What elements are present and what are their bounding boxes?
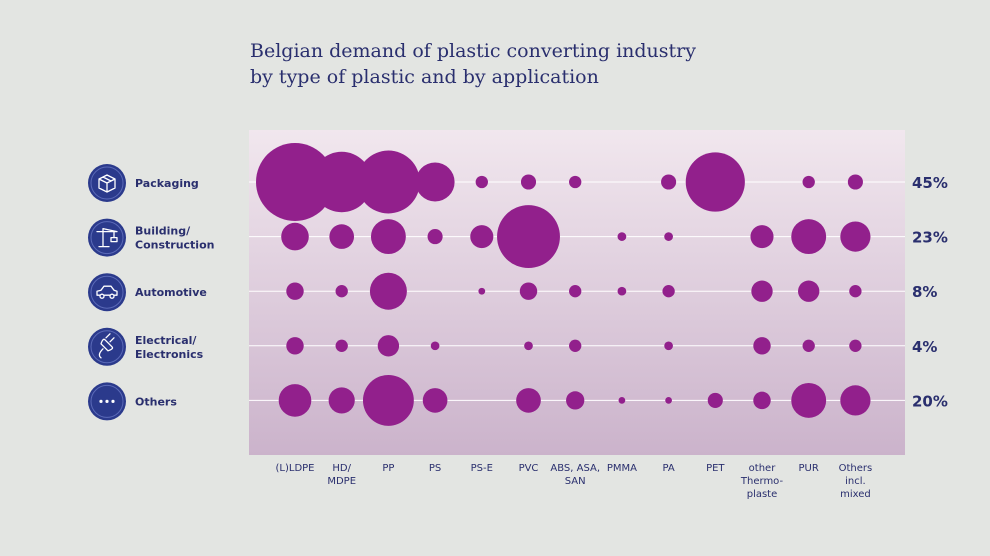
row-label: Electrical/ <box>135 334 197 347</box>
bubble <box>665 397 672 404</box>
bubble <box>791 219 827 255</box>
bubble <box>370 219 406 255</box>
bubble <box>369 272 407 310</box>
bubble <box>802 339 815 352</box>
bubble <box>356 150 420 214</box>
column-label: PUR <box>799 463 819 474</box>
column-label: PA <box>662 463 674 474</box>
bubble <box>329 224 355 249</box>
row-share: 45% <box>912 174 948 192</box>
bubble <box>664 232 673 241</box>
bubble <box>566 391 585 410</box>
bubble <box>617 232 627 241</box>
chart-title: Belgian demand of plastic converting ind… <box>250 38 810 90</box>
column-label: PP <box>382 463 394 474</box>
bubble <box>311 151 372 213</box>
bubble <box>798 280 820 302</box>
bubble <box>524 341 533 351</box>
column-label: mixed <box>840 489 871 500</box>
row-share: 20% <box>912 392 948 410</box>
bubble <box>791 382 827 418</box>
bubble <box>847 174 863 190</box>
bubble <box>661 174 677 190</box>
bubble <box>286 337 304 355</box>
bubble <box>286 282 304 300</box>
bubble <box>470 225 494 249</box>
bubble <box>662 285 675 298</box>
bubble <box>849 339 862 352</box>
bubble <box>362 374 414 426</box>
bubble <box>751 280 773 302</box>
column-label: SAN <box>565 476 586 487</box>
chart-title-line-2: by type of plastic and by application <box>250 66 599 88</box>
bubble <box>430 341 440 351</box>
row-label: Building/ <box>135 225 191 238</box>
bubble <box>664 341 673 351</box>
car-icon <box>88 273 126 312</box>
bubble <box>849 285 862 298</box>
row-share: 8% <box>912 283 937 301</box>
column-label: PS-E <box>471 463 493 474</box>
bubble <box>422 388 448 413</box>
bubble <box>802 175 815 189</box>
crane-icon <box>88 218 126 257</box>
bubble <box>569 339 582 352</box>
dots-icon <box>88 382 126 421</box>
bubble <box>427 229 443 245</box>
bubble <box>840 221 871 252</box>
column-label: incl. <box>845 476 866 487</box>
bubble <box>750 225 774 249</box>
bubble <box>377 335 400 357</box>
bubble <box>328 387 355 414</box>
bubble <box>840 385 871 416</box>
bubble <box>520 174 537 190</box>
bubble <box>335 285 348 298</box>
bubble <box>618 397 626 404</box>
row-share: 23% <box>912 229 948 247</box>
bubble <box>519 282 538 300</box>
bubble <box>415 162 455 202</box>
column-label: (L)LDPE <box>276 463 315 474</box>
column-label: ABS, ASA, <box>550 463 600 474</box>
bubble <box>617 286 627 296</box>
row-share: 4% <box>912 338 937 356</box>
column-label: PMMA <box>607 463 637 474</box>
bubble <box>475 175 488 189</box>
row-label: Construction <box>135 239 214 252</box>
column-label: Others <box>839 463 873 474</box>
bubble <box>478 287 486 295</box>
bubble <box>685 152 745 212</box>
column-label: PVC <box>519 463 539 474</box>
column-label: MDPE <box>327 476 356 487</box>
column-label: HD/ <box>332 463 351 474</box>
bubble <box>278 384 312 417</box>
bubble <box>753 337 771 355</box>
bubble <box>569 175 582 189</box>
bubble <box>753 391 771 410</box>
column-label: Thermo- <box>740 476 784 487</box>
chart-title-line-1: Belgian demand of plastic converting ind… <box>250 40 696 62</box>
column-label: PET <box>706 463 725 474</box>
row-label: Electronics <box>135 348 204 361</box>
column-label: plaste <box>747 489 778 500</box>
bubble <box>707 392 723 408</box>
bubble <box>569 285 582 298</box>
column-label: PS <box>429 463 441 474</box>
bubble <box>497 205 560 269</box>
row-label: Automotive <box>135 286 207 299</box>
row-label: Others <box>135 395 177 408</box>
bubble <box>256 143 334 221</box>
bubble <box>516 388 541 413</box>
bubble <box>281 222 309 251</box>
row-label: Packaging <box>135 177 199 190</box>
bubble <box>335 339 348 352</box>
box-icon <box>88 164 126 202</box>
plug-icon <box>88 327 126 366</box>
column-label: other <box>749 463 777 474</box>
